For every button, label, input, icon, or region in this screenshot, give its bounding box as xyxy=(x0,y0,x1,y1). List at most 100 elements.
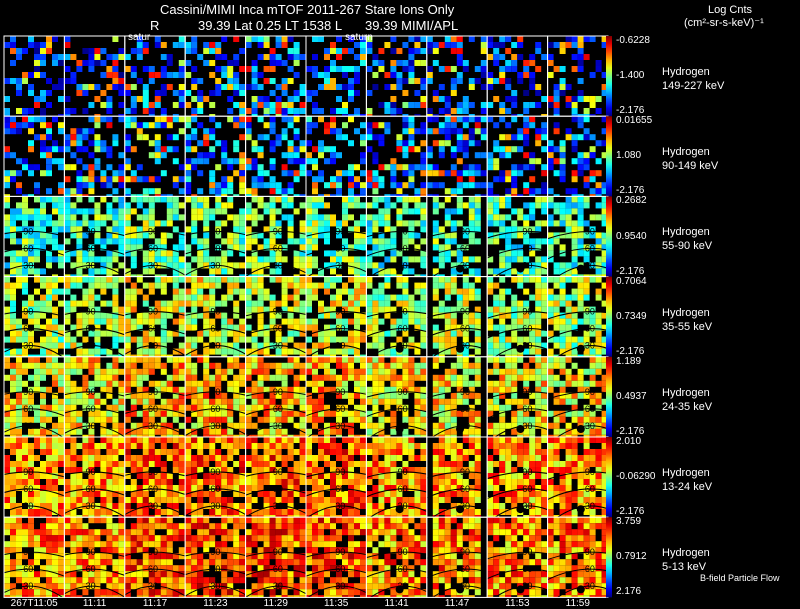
contour-label: 30 xyxy=(210,421,220,431)
contour-label: 30 xyxy=(148,421,158,431)
contour-label: 90 xyxy=(273,387,283,397)
contour-label: 30 xyxy=(585,581,595,591)
contour-label: 60 xyxy=(460,324,470,334)
image-cell: 30 60 90 xyxy=(63,356,126,438)
contour-label: 30 xyxy=(335,501,345,511)
image-cell: 30 60 90 xyxy=(547,195,609,278)
contour-label: 30 xyxy=(23,501,33,511)
contour-label: 90 xyxy=(273,307,283,317)
image-cell: 30 60 90 xyxy=(365,195,428,278)
image-cell: 30 60 90 xyxy=(486,436,549,518)
contour-label: 90 xyxy=(23,467,33,477)
image-cell xyxy=(426,115,488,197)
contour-label: 30 xyxy=(210,501,220,511)
energy-row-5: 30 60 90 30 60 90 30 60 90 30 60 90 30 60 90 30 60 90 30 60… xyxy=(3,356,612,438)
image-cell: 30 60 90 xyxy=(547,276,609,358)
x-tick-label: 11:29 xyxy=(263,598,288,609)
image-cell: 30 60 90 xyxy=(245,195,307,278)
colorbar-mid: 1.080 xyxy=(616,150,642,162)
contour-label: 60 xyxy=(522,484,532,494)
contour-label: 60 xyxy=(585,243,595,253)
image-cell: 30 60 90 xyxy=(184,276,247,358)
colorbar-mid: -1.400 xyxy=(616,70,645,82)
contour-label: 60 xyxy=(460,243,470,253)
image-cell xyxy=(305,35,367,117)
colorbar-mid: 0.7349 xyxy=(616,310,647,322)
contour-label: 30 xyxy=(585,341,595,351)
contour-label: 60 xyxy=(460,484,470,494)
contour-label: 60 xyxy=(148,564,158,574)
contour-label: 60 xyxy=(460,404,470,414)
contour-label: 30 xyxy=(210,341,220,351)
contour-label: 60 xyxy=(460,564,470,574)
contour-label: 90 xyxy=(210,387,220,397)
contour-label: 90 xyxy=(522,387,532,397)
colorbar xyxy=(606,196,612,277)
energy-row-6: 30 60 90 30 60 90 30 60 90 30 60 90 30 60 90 30 60 90 30 60… xyxy=(3,436,612,518)
colorbar-max: 3.759 xyxy=(616,516,642,528)
contour-label: 30 xyxy=(460,341,470,351)
contour-label: 90 xyxy=(148,307,158,317)
image-cell xyxy=(426,35,488,117)
contour-label: 90 xyxy=(86,467,96,477)
row-species: Hydrogen xyxy=(662,226,710,239)
contour-label: 90 xyxy=(273,226,283,236)
page-title: Cassini/MIMI Inca mTOF 2011-267 Stare Io… xyxy=(160,2,455,17)
image-cell: 30 60 90 xyxy=(245,276,307,358)
contour-label: 60 xyxy=(273,404,283,414)
contour-label: 90 xyxy=(23,307,33,317)
contour-label: 30 xyxy=(585,421,595,431)
row-energy: 55-90 keV xyxy=(662,240,713,253)
x-tick-label: 267T11:05 xyxy=(10,598,58,609)
image-cell: 30 60 90 xyxy=(426,356,488,438)
image-cell: 30 60 90 xyxy=(3,516,65,598)
row-species: Hydrogen xyxy=(662,66,710,78)
contour-label: 60 xyxy=(335,324,345,334)
image-cell: 30 60 90 xyxy=(245,516,307,598)
contour-label: 60 xyxy=(210,484,220,494)
contour-label: 30 xyxy=(86,260,96,270)
contour-label: 30 xyxy=(335,581,345,591)
image-cell: 30 60 90 xyxy=(426,436,488,518)
image-cell: 30 60 90 xyxy=(63,276,126,358)
contour-label: 30 xyxy=(398,260,408,270)
contour-label: 90 xyxy=(585,387,595,397)
contour-label: 60 xyxy=(273,243,283,253)
contour-label: 60 xyxy=(23,404,33,414)
image-cell: 30 60 90 xyxy=(124,276,186,358)
contour-label: 30 xyxy=(522,581,532,591)
contour-label: 30 xyxy=(585,501,595,511)
contour-label: 60 xyxy=(398,324,408,334)
subtitle-position: 39.39 Lat 0.25 LT 1538 L xyxy=(198,18,343,33)
contour-label: 60 xyxy=(273,324,283,334)
contour-label: 90 xyxy=(210,547,220,557)
image-cell: 30 60 90 xyxy=(3,276,65,358)
contour-label: 90 xyxy=(86,387,96,397)
contour-label: 30 xyxy=(148,501,158,511)
colorbar-min: -2.176 xyxy=(616,506,645,518)
contour-label: 90 xyxy=(23,387,33,397)
contour-label: 30 xyxy=(398,581,408,591)
x-tick-label: 11:17 xyxy=(142,598,168,609)
contour-label: 60 xyxy=(86,243,96,253)
contour-label: 60 xyxy=(522,404,532,414)
contour-label: 30 xyxy=(335,260,345,270)
contour-label: 30 xyxy=(86,341,96,351)
contour-label: 30 xyxy=(522,260,532,270)
image-cell: 30 60 90 xyxy=(305,516,367,598)
contour-label: 90 xyxy=(398,387,408,397)
contour-label: 30 xyxy=(460,260,470,270)
contour-label: 30 xyxy=(585,260,595,270)
image-cell: 30 60 90 xyxy=(365,516,428,598)
contour-label: 60 xyxy=(23,564,33,574)
contour-label: 60 xyxy=(335,243,345,253)
contour-label: 60 xyxy=(522,243,532,253)
contour-label: 60 xyxy=(585,484,595,494)
contour-label: 60 xyxy=(148,484,158,494)
colorbar-max: 1.189 xyxy=(616,355,642,367)
contour-label: 30 xyxy=(522,341,532,351)
contour-label: 90 xyxy=(335,226,345,236)
row-energy: 24-35 keV xyxy=(662,400,713,413)
image-cell xyxy=(245,115,307,197)
contour-label: 30 xyxy=(335,341,345,351)
